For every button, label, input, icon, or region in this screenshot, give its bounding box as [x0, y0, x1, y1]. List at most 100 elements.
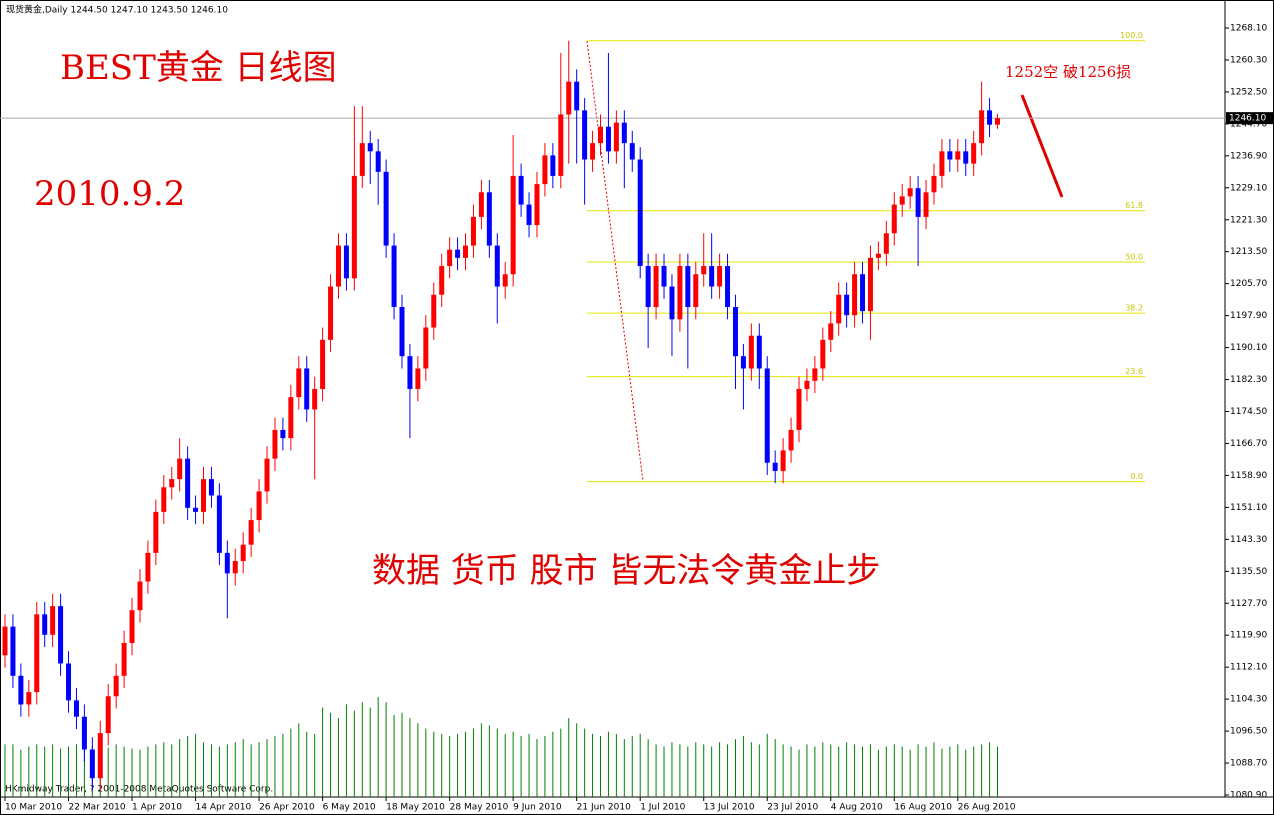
candle-body [486, 192, 492, 246]
candle-body [280, 429, 286, 439]
candle-body [208, 479, 214, 496]
candle-body [995, 118, 1000, 125]
candle-body [947, 151, 953, 160]
candle-body [804, 380, 810, 389]
candle-body [113, 675, 119, 697]
y-tick-label: 1268.10 [1230, 24, 1267, 34]
candle-body [844, 294, 850, 316]
candle-body [18, 675, 24, 705]
trend-line [586, 40, 644, 482]
y-tick-label: 1080.90 [1230, 791, 1267, 801]
candle-body [518, 175, 524, 205]
candle-body [621, 122, 627, 144]
candle-body [10, 626, 16, 676]
candle-body [693, 274, 699, 308]
candle-body [328, 286, 334, 340]
y-tick-label: 1135.50 [1230, 567, 1267, 577]
candle-body [185, 458, 191, 508]
candle-body [979, 110, 985, 144]
x-tick-label: 18 May 2010 [386, 803, 445, 813]
x-tick-label: 1 Apr 2010 [132, 803, 182, 813]
candle-body [415, 368, 421, 389]
y-tick-label: 1190.10 [1230, 343, 1267, 353]
candle-body [875, 253, 881, 258]
candle-body [645, 266, 651, 308]
candle-body [320, 339, 326, 389]
candle-body [391, 245, 397, 308]
y-tick-label: 1260.30 [1230, 55, 1267, 65]
candle-body [685, 266, 691, 308]
candle-body [534, 184, 540, 226]
y-tick-label: 1213.50 [1230, 247, 1267, 257]
candle-body [312, 388, 318, 410]
header: 现货黄金,Daily 1244.50 1247.10 1243.50 1246.… [6, 4, 228, 16]
x-tick-label: 21 Jun 2010 [577, 803, 631, 813]
candle-body [812, 368, 818, 381]
candle-body [931, 175, 937, 193]
candle-body [399, 307, 405, 357]
candle-body [201, 479, 206, 512]
y-tick-label: 1244.70 [1230, 119, 1267, 129]
candle-body [256, 491, 262, 521]
candle-body [796, 388, 802, 430]
candle-body [153, 511, 159, 553]
candle-body [248, 520, 254, 545]
candle-body [701, 266, 707, 275]
candle-body [637, 159, 643, 267]
candle-body [89, 749, 95, 779]
candle-body [137, 581, 143, 611]
candle-body [852, 274, 858, 316]
x-tick-label: 28 May 2010 [450, 803, 509, 813]
candle-body [431, 294, 437, 328]
x-tick-label: 1 Jul 2010 [640, 803, 685, 813]
candle-body [764, 368, 770, 463]
x-tick-label: 26 Apr 2010 [259, 803, 315, 813]
candle-body [923, 192, 929, 217]
candle-body [717, 266, 723, 287]
candle-body [987, 110, 993, 125]
candle-body [34, 614, 40, 693]
x-tick-label: 9 Jun 2010 [513, 803, 562, 813]
candle-body [613, 122, 619, 152]
candle-body [343, 245, 349, 279]
candle-body [566, 81, 572, 115]
candle-body [264, 458, 270, 492]
x-tick-label: 14 Apr 2010 [196, 803, 252, 813]
candle-body [232, 561, 238, 574]
y-tick-label: 1119.90 [1230, 631, 1267, 641]
candle-body [605, 126, 611, 152]
candle-body [383, 171, 389, 246]
candle-body [296, 368, 302, 398]
x-tick-label: 16 Aug 2010 [894, 803, 952, 813]
candle-body [677, 266, 683, 320]
candle-body [590, 143, 596, 160]
y-tick-label: 1096.50 [1230, 727, 1267, 737]
candle-body [510, 175, 516, 275]
candle-body [550, 155, 556, 176]
candle-body [963, 151, 969, 164]
fib-label: 100.0 [1120, 31, 1143, 40]
candle-body [463, 245, 469, 258]
y-tick-label: 1182.30 [1230, 375, 1267, 385]
candle-body [725, 266, 731, 308]
candle-body [177, 458, 183, 480]
candle-body [661, 266, 667, 287]
y-tick-label: 1197.90 [1230, 311, 1267, 321]
candle-body [423, 327, 429, 369]
candle-body [121, 642, 127, 676]
fib-label: 50.0 [1125, 252, 1143, 261]
candle-body [81, 716, 87, 750]
candle-body [304, 368, 310, 410]
y-tick-label: 1151.10 [1230, 503, 1267, 513]
y-tick-label: 1221.30 [1230, 215, 1267, 225]
candle-body [169, 479, 175, 488]
candle-body [828, 323, 834, 340]
arrow [1020, 94, 1064, 198]
candle-body [598, 126, 603, 144]
candle-body [955, 151, 961, 160]
candle-body [939, 151, 945, 176]
candle-body [42, 614, 48, 635]
candle-body [542, 155, 548, 185]
